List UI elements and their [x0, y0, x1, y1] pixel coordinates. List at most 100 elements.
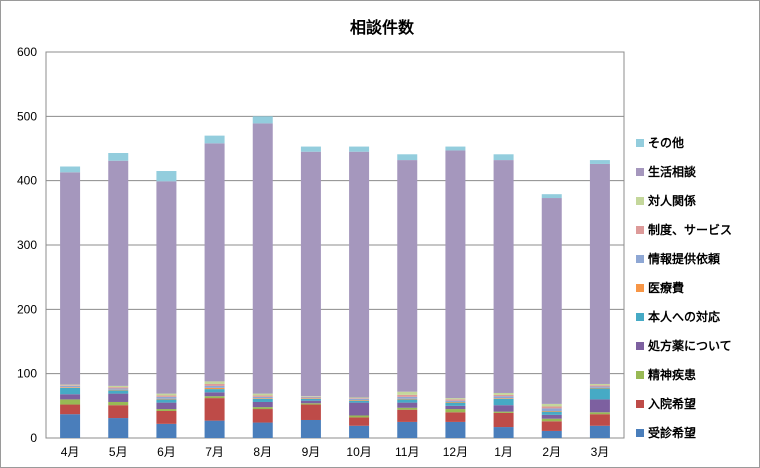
legend-swatch — [636, 371, 644, 379]
bar-segment — [60, 387, 81, 395]
x-tick-label: 12月 — [443, 445, 468, 459]
bar-segment — [300, 151, 321, 397]
bar-segment — [300, 396, 321, 397]
x-tick-label: 4月 — [61, 445, 80, 459]
bar-segment — [589, 163, 610, 384]
bar-segment — [108, 418, 129, 438]
bar-segment — [349, 397, 370, 399]
bar-segment — [349, 402, 370, 416]
bar-segment — [156, 396, 177, 399]
bar-segment — [300, 404, 321, 420]
bar-segment — [397, 396, 418, 399]
bar-segment — [493, 392, 514, 395]
bar-segment — [60, 404, 81, 415]
bar-segment — [493, 398, 514, 399]
bar-segment — [252, 396, 273, 399]
bar-segment — [493, 160, 514, 393]
legend-swatch — [636, 284, 644, 292]
bar-segment — [60, 387, 81, 388]
bar-segment — [204, 135, 225, 144]
y-axis: 0 100 200 300 400 500 600 — [17, 45, 37, 445]
bar-segment — [397, 398, 418, 400]
bar-segment — [397, 399, 418, 403]
bar-segment — [493, 394, 514, 397]
bar-segment — [252, 409, 273, 423]
bar-segment — [300, 398, 321, 399]
bar-segment — [541, 403, 562, 407]
bar-segment — [589, 387, 610, 389]
bar-segment — [156, 171, 177, 182]
bar-segment — [156, 402, 177, 410]
bar-segment — [108, 393, 129, 402]
bar-segment — [108, 388, 129, 390]
bar-segment — [397, 160, 418, 392]
bar-segment — [108, 153, 129, 161]
bar-segment — [493, 396, 514, 399]
bar-segment — [445, 409, 466, 413]
bar-segment — [349, 151, 370, 398]
bar-segment — [445, 146, 466, 151]
x-tick-label: 2月 — [542, 445, 561, 459]
legend-label: 受診希望 — [648, 425, 696, 440]
bar-segment — [397, 394, 418, 397]
bar-segment — [252, 398, 273, 399]
bar-segment — [493, 412, 514, 428]
bar-segment — [349, 146, 370, 152]
legend-label: 医療費 — [648, 280, 684, 295]
bar-segment — [60, 385, 81, 386]
legend-label: 生活相談 — [648, 164, 697, 179]
bar-segment — [204, 143, 225, 382]
bar-segment — [589, 425, 610, 438]
legend-swatch — [636, 168, 644, 176]
bar-segment — [589, 388, 610, 400]
bar-segment — [252, 398, 273, 402]
chart-title: 相談件数 — [350, 18, 415, 37]
legend-swatch — [636, 400, 644, 408]
bar-segment — [108, 405, 129, 419]
y-tick-label: 100 — [17, 367, 37, 381]
bar-segment — [252, 123, 273, 394]
bar-segment — [204, 396, 225, 399]
bar-segment — [397, 154, 418, 161]
bar-segment — [589, 399, 610, 413]
bar-segment — [60, 166, 81, 173]
x-tick-label: 11月 — [395, 445, 419, 459]
bar-segment — [589, 160, 610, 164]
bar-segment — [349, 398, 370, 401]
bar-segment — [445, 398, 466, 400]
legend-swatch — [636, 255, 644, 263]
bar-segment — [445, 150, 466, 399]
bar-segment — [252, 407, 273, 410]
bar-segment — [589, 412, 610, 415]
bar-segment — [156, 393, 177, 396]
bar-segment — [156, 410, 177, 424]
bar-segment — [445, 405, 466, 410]
bar-segment — [108, 385, 129, 388]
legend: その他生活相談対人関係制度、サービス情報提供依頼医療費本人への対応処方薬について… — [636, 135, 732, 440]
bar-segment — [204, 385, 225, 388]
legend-swatch — [636, 429, 644, 437]
bar-segment — [445, 401, 466, 403]
y-tick-label: 200 — [17, 302, 37, 316]
bar-segment — [300, 398, 321, 401]
x-tick-label: 8月 — [253, 445, 272, 459]
bar-segment — [589, 386, 610, 388]
bar-segment — [204, 389, 225, 393]
legend-label: 情報提供依頼 — [648, 251, 721, 266]
bar-segment — [349, 400, 370, 401]
y-tick-label: 600 — [17, 45, 37, 59]
bar-segment — [300, 396, 321, 398]
bar-segment — [300, 146, 321, 152]
bar-segment — [349, 400, 370, 403]
bar-segment — [445, 412, 466, 422]
bar-segment — [493, 398, 514, 406]
bar-segment — [493, 427, 514, 438]
legend-label: 対人関係 — [647, 193, 696, 208]
bar-segment — [300, 397, 321, 399]
bar-segment — [108, 160, 129, 386]
gridlines — [46, 115, 624, 375]
bar-segment — [252, 401, 273, 408]
x-tick-label: 6月 — [157, 445, 176, 459]
bar-segment — [589, 383, 610, 386]
